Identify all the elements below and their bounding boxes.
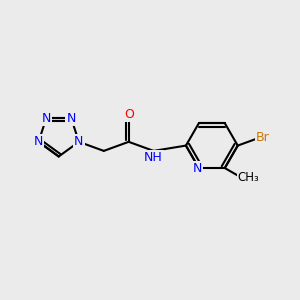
Text: N: N xyxy=(193,161,202,175)
Text: N: N xyxy=(42,112,51,124)
Text: N: N xyxy=(67,112,76,124)
Text: N: N xyxy=(34,135,43,148)
Text: CH₃: CH₃ xyxy=(238,171,260,184)
Text: Br: Br xyxy=(256,131,270,144)
Text: NH: NH xyxy=(144,151,163,164)
Text: O: O xyxy=(124,108,134,121)
Text: N: N xyxy=(74,135,84,148)
